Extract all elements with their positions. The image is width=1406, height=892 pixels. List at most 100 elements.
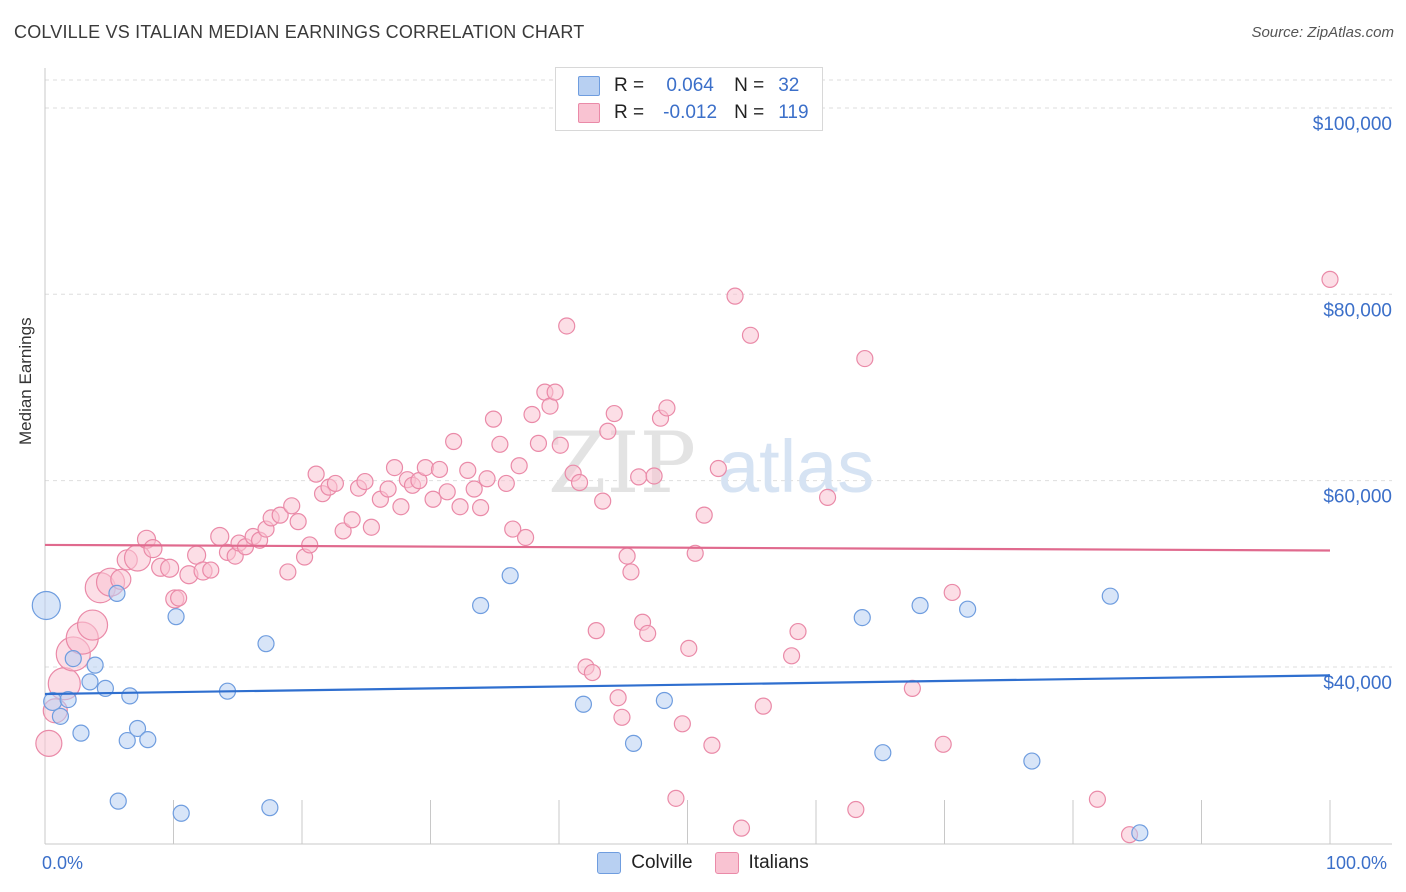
italians-point-103	[754, 697, 772, 715]
italians-r-value: -0.012	[663, 102, 718, 123]
correlation-legend: R = 0.064 N = 32 R = -0.012 N = 119	[555, 67, 823, 131]
italians-point-104	[782, 647, 801, 665]
italians-point-65	[504, 520, 522, 538]
colville-point-28	[959, 600, 977, 618]
italians-point-40	[334, 522, 352, 540]
italians-point-61	[478, 470, 496, 488]
colville-point-0	[31, 590, 61, 621]
italians-point-100	[726, 287, 744, 305]
italians-point-101	[732, 819, 751, 837]
colville-point-7	[86, 656, 104, 674]
italians-points	[35, 270, 1339, 844]
colville-point-12	[121, 687, 139, 705]
colville-point-5	[72, 724, 90, 742]
italians-point-55	[438, 483, 456, 501]
italians-point-78	[583, 663, 602, 682]
italians-point-21	[210, 526, 230, 547]
watermark-atlas: atlas	[718, 425, 874, 508]
axes	[44, 68, 1392, 845]
colville-point-2	[51, 707, 70, 725]
italians-point-109	[903, 679, 921, 698]
colville-point-24	[655, 691, 673, 710]
series-legend: Colville Italians	[0, 852, 1406, 874]
italians-point-113	[1088, 790, 1107, 808]
italians-point-31	[279, 563, 297, 581]
colville-point-27	[911, 596, 929, 615]
italians-point-74	[558, 317, 576, 335]
italians-point-72	[546, 383, 564, 401]
italians-point-69	[529, 434, 548, 452]
italians-point-59	[465, 480, 483, 498]
watermark-zip: ZIP	[548, 414, 696, 512]
colville-point-16	[172, 804, 190, 822]
italians-point-16	[170, 589, 188, 607]
italians-point-57	[451, 498, 469, 516]
italians-point-47	[385, 458, 404, 477]
colville-r-label: R =	[614, 75, 645, 96]
italians-point-85	[618, 547, 636, 565]
colville-trend-line	[44, 674, 1331, 696]
trend-lines	[44, 543, 1331, 696]
italians-point-44	[362, 518, 380, 536]
italians-point-97	[695, 506, 713, 524]
italians-point-94	[673, 715, 691, 733]
italians-point-14	[160, 558, 180, 578]
italians-point-108	[856, 349, 874, 368]
italians-point-83	[609, 689, 627, 707]
colville-n-label: N =	[734, 75, 765, 96]
italians-point-62	[484, 410, 503, 428]
italians-point-110	[934, 735, 952, 753]
colville-point-23	[624, 734, 643, 752]
colville-point-13	[128, 719, 147, 738]
italians-r-label: R =	[614, 102, 645, 123]
colville-point-20	[472, 596, 490, 615]
colville-n-value: 32	[778, 75, 800, 96]
italians-legend-label: Italians	[748, 852, 809, 873]
italians-point-80	[594, 492, 612, 510]
italians-swatch	[578, 103, 600, 123]
chart-source: Source: ZipAtlas.com	[1251, 24, 1394, 41]
italians-point-86	[622, 563, 640, 581]
italians-point-5	[76, 609, 109, 641]
italians-point-41	[343, 511, 361, 529]
italians-point-53	[424, 490, 442, 508]
italians-point-35	[301, 536, 319, 554]
colville-point-19	[261, 799, 279, 817]
italians-point-20	[202, 561, 220, 579]
italians-point-30	[271, 506, 289, 524]
italians-point-46	[379, 480, 397, 498]
italians-point-107	[847, 800, 865, 819]
italians-point-95	[680, 639, 698, 657]
legend-item-colville: Colville	[597, 852, 693, 874]
italians-point-87	[630, 468, 648, 486]
colville-point-11	[118, 731, 136, 750]
italians-point-98	[703, 736, 721, 754]
colville-legend-label: Colville	[631, 852, 693, 873]
chart-title: COLVILLE VS ITALIAN MEDIAN EARNINGS CORR…	[14, 22, 585, 42]
italians-trend-line	[44, 543, 1331, 552]
colville-points	[31, 567, 1149, 842]
italians-point-105	[789, 622, 807, 641]
legend-row-italians: R = -0.012 N = 119	[578, 101, 809, 125]
gridlines	[45, 79, 1392, 668]
italians-point-79	[587, 622, 605, 640]
italians-point-90	[645, 467, 663, 485]
x-min-label: 0.0%	[42, 853, 84, 873]
y-axis-title: Median Earnings	[16, 317, 35, 445]
colville-point-4	[64, 649, 82, 668]
colville-point-29	[1023, 752, 1041, 770]
italians-point-39	[326, 474, 345, 493]
colville-point-3	[59, 690, 77, 709]
italians-point-96	[686, 544, 704, 562]
italians-point-89	[639, 624, 657, 643]
italians-point-52	[416, 458, 434, 477]
y-tick-label-0: $40,000	[1323, 673, 1392, 694]
italians-point-73	[551, 436, 569, 454]
italians-point-76	[570, 473, 589, 492]
y-tick-label-2: $80,000	[1323, 300, 1392, 321]
italians-point-81	[599, 422, 617, 440]
italians-point-32	[283, 497, 301, 515]
x-max-label: 100.0%	[1326, 853, 1388, 873]
y-tick-label-3: $100,000	[1313, 114, 1392, 135]
